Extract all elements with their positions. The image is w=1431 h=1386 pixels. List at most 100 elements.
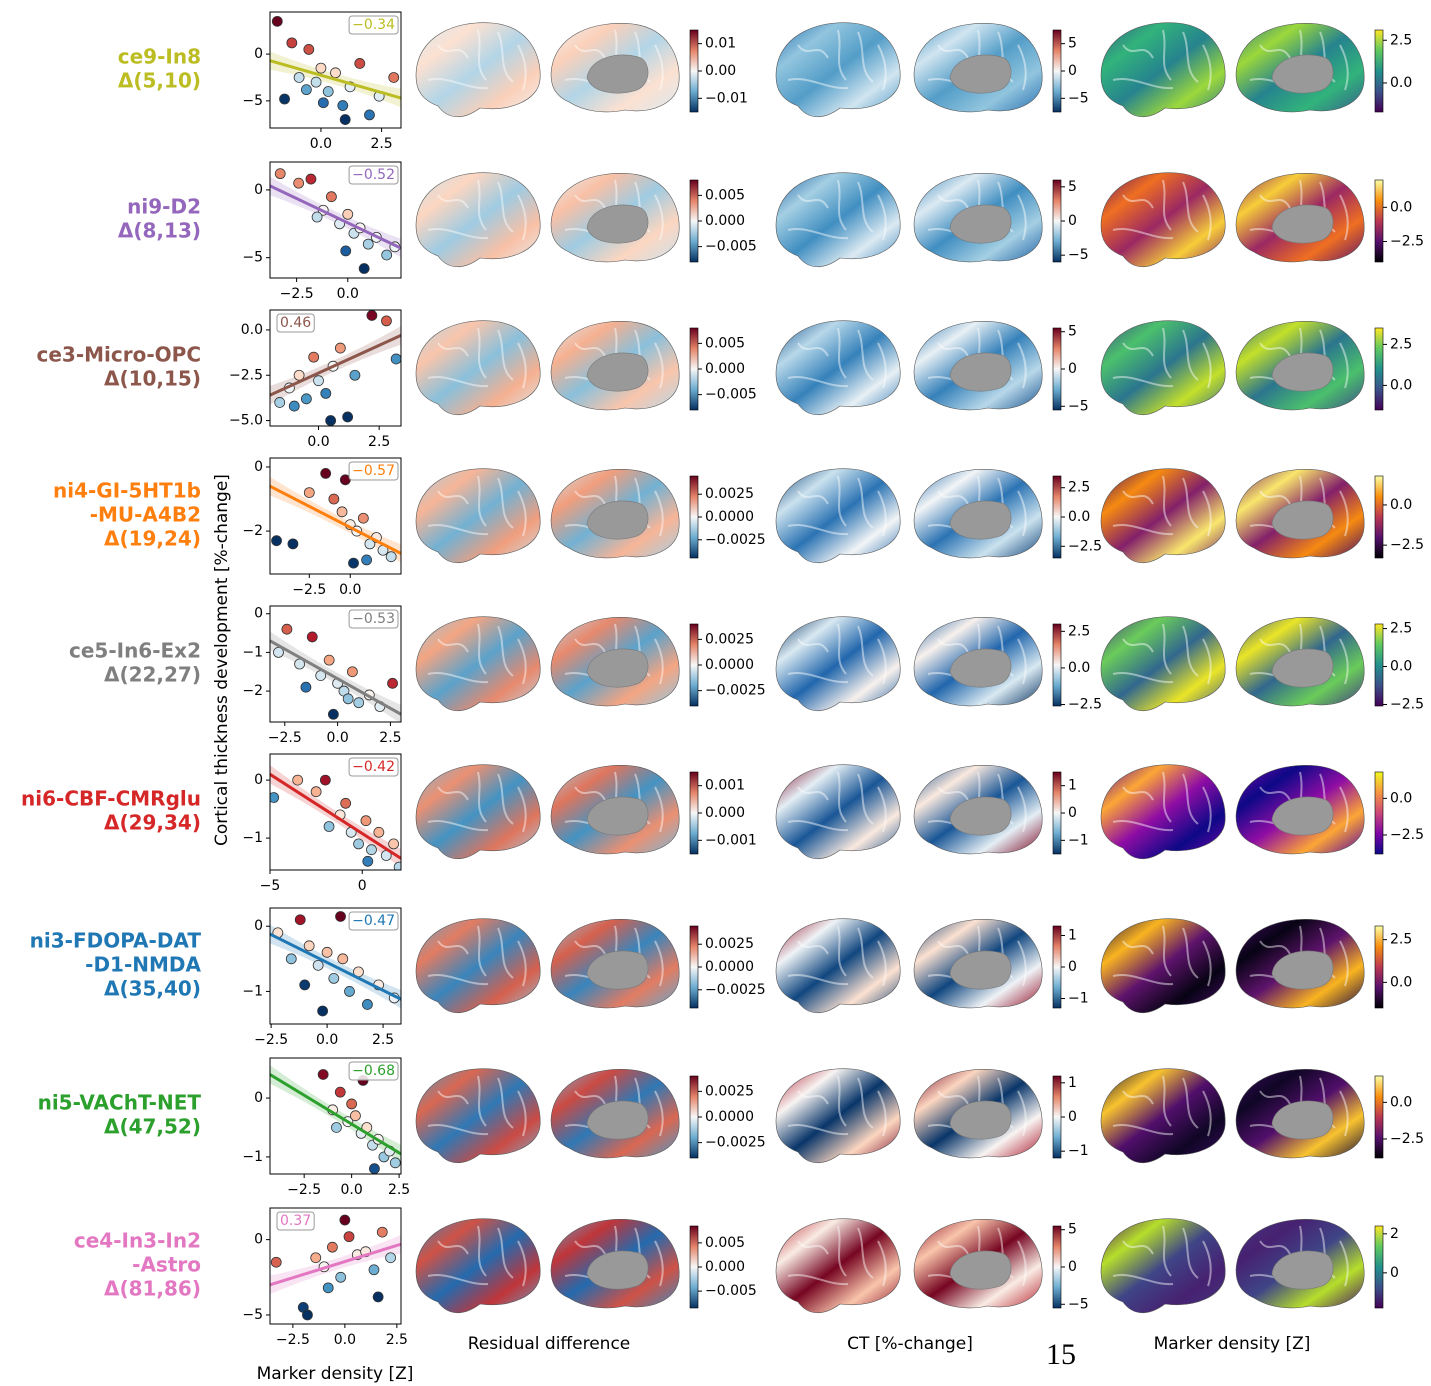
sulcus xyxy=(787,820,849,832)
scatter-point xyxy=(293,177,305,189)
sulcus xyxy=(497,773,514,825)
scatter-point xyxy=(381,249,393,261)
brain-map xyxy=(1235,1069,1365,1159)
medial-wall xyxy=(1271,204,1334,244)
scatter-point xyxy=(334,342,346,354)
colorbar xyxy=(1052,925,1062,1009)
sulcus xyxy=(654,342,664,389)
scatter-point xyxy=(331,1122,342,1133)
sulcus xyxy=(427,974,489,986)
sulcus xyxy=(437,44,469,59)
sulcus xyxy=(1259,940,1291,955)
sulcus xyxy=(877,1240,887,1287)
x-tick-label: −2.5 xyxy=(292,582,326,598)
colorbar-tick-label: 0 xyxy=(1390,1265,1399,1281)
scatter-point xyxy=(287,538,299,550)
scatter-point xyxy=(390,353,401,365)
sulcus xyxy=(427,1274,489,1286)
medial-wall xyxy=(586,204,649,244)
scatter-point xyxy=(334,1086,346,1098)
sulcus xyxy=(787,524,849,536)
medial-wall xyxy=(949,54,1012,94)
sulcus xyxy=(937,638,969,653)
brain-surface xyxy=(775,918,901,1014)
medial-wall xyxy=(586,54,649,94)
brain-map xyxy=(1100,918,1226,1014)
colorbar xyxy=(1052,29,1062,113)
sulcus xyxy=(517,342,527,389)
scatter-point xyxy=(300,84,312,96)
scatter-point xyxy=(271,15,283,27)
sulcus xyxy=(574,940,606,955)
annotation-box xyxy=(348,757,399,777)
colorbar-tick-label: 0 xyxy=(1068,805,1077,821)
x-tick-label: 0.0 xyxy=(316,1032,338,1048)
sulcus xyxy=(1122,638,1154,653)
medial-wall xyxy=(949,1250,1012,1290)
colorbar xyxy=(1374,179,1384,263)
sulcus xyxy=(437,786,469,801)
colorbar-tick-label: −0.0025 xyxy=(705,532,766,548)
colorbar xyxy=(1052,1075,1062,1159)
scatter-point xyxy=(317,1069,329,1080)
scatter-point xyxy=(340,797,352,809)
sulcus xyxy=(437,940,469,955)
sulcus xyxy=(427,524,489,536)
sulcus xyxy=(1202,638,1212,685)
sulcus xyxy=(497,329,514,381)
colorbar-tick-label: 0 xyxy=(1068,361,1077,377)
sulcus xyxy=(1122,1090,1154,1105)
y-tick-label: −5 xyxy=(242,1307,263,1323)
scatter-point xyxy=(388,72,400,83)
scatter-point xyxy=(376,1226,388,1238)
plot-area xyxy=(270,168,401,274)
colorbar-tick-label: 0.000 xyxy=(705,213,745,229)
colorbar-tick-label: −0.0025 xyxy=(705,982,766,998)
sulcus xyxy=(427,820,489,832)
colorbar xyxy=(1374,1075,1384,1159)
scatter-point xyxy=(302,1309,313,1321)
scatter-point xyxy=(389,1157,401,1169)
brain-map xyxy=(415,1218,541,1314)
sulcus xyxy=(797,638,829,653)
row-label: ce9-In8 xyxy=(118,45,201,69)
sulcus xyxy=(1017,638,1027,685)
scatter-point xyxy=(337,953,349,965)
sulcus xyxy=(837,771,847,823)
colorbar-tick-label: −2.5 xyxy=(1390,827,1424,843)
x-tick-label: −2.5 xyxy=(268,730,302,746)
sulcus xyxy=(837,925,847,977)
sulcus xyxy=(437,1090,469,1105)
sulcus xyxy=(574,1090,606,1105)
colorbar-tick-label: −2.5 xyxy=(1390,696,1424,712)
x-tick-label: −5 xyxy=(260,878,281,894)
fit-line xyxy=(270,639,401,716)
sulcus xyxy=(574,342,606,357)
x-tick-label: −2.5 xyxy=(287,1182,321,1198)
colorbar-tick-label: 5 xyxy=(1068,1222,1077,1238)
scatter-point xyxy=(347,666,358,678)
colorbar-tick-label: 2.5 xyxy=(1068,480,1090,496)
y-tick-label: 0 xyxy=(254,182,263,198)
sulcus xyxy=(517,44,527,91)
correlation-label: −0.68 xyxy=(352,1063,395,1079)
scatter-point xyxy=(362,999,373,1010)
sulcus xyxy=(1162,475,1172,527)
colorbar-tick-label: −1 xyxy=(1068,832,1089,848)
sulcus xyxy=(1182,181,1199,233)
sulcus xyxy=(477,1075,487,1127)
scatter-point xyxy=(342,208,354,220)
colorbar xyxy=(689,1075,699,1159)
x-tick-label: −2.5 xyxy=(254,1032,288,1048)
medial-wall xyxy=(949,352,1012,392)
scatter-point xyxy=(310,786,322,798)
x-tick-label: 2.5 xyxy=(372,1032,394,1048)
scatter-point xyxy=(320,387,332,399)
brain-surface xyxy=(415,468,541,564)
sulcus xyxy=(1122,44,1154,59)
sulcus xyxy=(517,1090,527,1137)
colorbar-tick-label: −2.5 xyxy=(1390,537,1424,553)
sulcus xyxy=(1122,342,1154,357)
y-axis-title: Cortical thickness development [%-change… xyxy=(212,474,232,846)
sulcus xyxy=(574,490,606,505)
